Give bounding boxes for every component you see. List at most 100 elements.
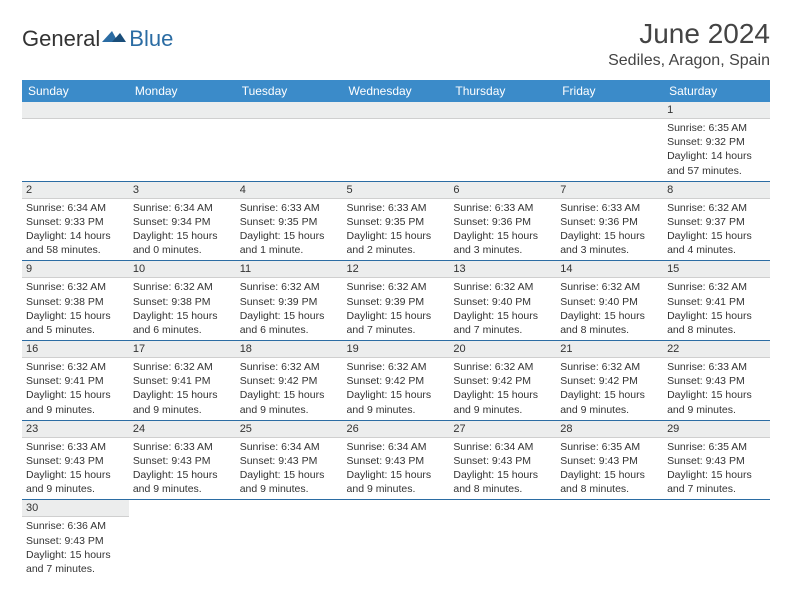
- sunset-text: Sunset: 9:42 PM: [453, 374, 552, 388]
- sunrise-text: Sunrise: 6:32 AM: [453, 360, 552, 374]
- day-number: 20: [449, 341, 556, 358]
- logo-text-2: Blue: [129, 26, 173, 52]
- calendar-cell: 21 Sunrise: 6:32 AMSunset: 9:42 PMDayligh…: [556, 341, 663, 421]
- day-header: Tuesday: [236, 80, 343, 102]
- daylight-text: Daylight: 15 hours and 7 minutes.: [26, 548, 125, 576]
- logo: General Blue: [22, 26, 173, 52]
- sunrise-text: Sunrise: 6:32 AM: [667, 280, 766, 294]
- daylight-text: Daylight: 15 hours and 3 minutes.: [560, 229, 659, 257]
- day-number: 7: [556, 182, 663, 199]
- day-details: Sunrise: 6:32 AMSunset: 9:38 PMDaylight:…: [129, 278, 236, 340]
- day-details: Sunrise: 6:32 AMSunset: 9:40 PMDaylight:…: [556, 278, 663, 340]
- sunrise-text: Sunrise: 6:34 AM: [133, 201, 232, 215]
- daylight-text: Daylight: 15 hours and 9 minutes.: [26, 388, 125, 416]
- calendar-cell: 17Sunrise: 6:32 AMSunset: 9:41 PMDayligh…: [129, 341, 236, 421]
- daylight-text: Daylight: 15 hours and 9 minutes.: [560, 388, 659, 416]
- day-details: Sunrise: 6:34 AMSunset: 9:43 PMDaylight:…: [449, 438, 556, 500]
- daylight-text: Daylight: 15 hours and 7 minutes.: [667, 468, 766, 496]
- calendar-cell: [129, 500, 236, 579]
- day-details: Sunrise: 6:33 AMSunset: 9:43 PMDaylight:…: [22, 438, 129, 500]
- day-header: Friday: [556, 80, 663, 102]
- day-number: 21: [556, 341, 663, 358]
- empty-day-head: [129, 102, 236, 119]
- sunset-text: Sunset: 9:35 PM: [240, 215, 339, 229]
- sunset-text: Sunset: 9:40 PM: [560, 295, 659, 309]
- day-number: 3: [129, 182, 236, 199]
- calendar-cell: 16Sunrise: 6:32 AMSunset: 9:41 PMDayligh…: [22, 341, 129, 421]
- sunset-text: Sunset: 9:43 PM: [667, 374, 766, 388]
- calendar-cell: 7 Sunrise: 6:33 AMSunset: 9:36 PMDaylight…: [556, 181, 663, 261]
- sunrise-text: Sunrise: 6:32 AM: [26, 360, 125, 374]
- day-details: Sunrise: 6:32 AMSunset: 9:41 PMDaylight:…: [129, 358, 236, 420]
- day-details: Sunrise: 6:34 AMSunset: 9:33 PMDaylight:…: [22, 199, 129, 261]
- calendar-cell: [129, 102, 236, 181]
- sunset-text: Sunset: 9:42 PM: [560, 374, 659, 388]
- sunset-text: Sunset: 9:36 PM: [560, 215, 659, 229]
- day-number: 8: [663, 182, 770, 199]
- sunset-text: Sunset: 9:43 PM: [240, 454, 339, 468]
- sunset-text: Sunset: 9:42 PM: [347, 374, 446, 388]
- sunrise-text: Sunrise: 6:33 AM: [560, 201, 659, 215]
- sunset-text: Sunset: 9:41 PM: [133, 374, 232, 388]
- calendar-cell: 3Sunrise: 6:34 AMSunset: 9:34 PMDaylight…: [129, 181, 236, 261]
- day-number: 25: [236, 421, 343, 438]
- sunset-text: Sunset: 9:38 PM: [133, 295, 232, 309]
- day-details: Sunrise: 6:32 AMSunset: 9:42 PMDaylight:…: [449, 358, 556, 420]
- sunrise-text: Sunrise: 6:32 AM: [560, 360, 659, 374]
- flag-icon: [102, 26, 128, 52]
- day-number: 15: [663, 261, 770, 278]
- calendar-cell: [663, 500, 770, 579]
- calendar-cell: 6Sunrise: 6:33 AMSunset: 9:36 PMDaylight…: [449, 181, 556, 261]
- daylight-text: Daylight: 15 hours and 6 minutes.: [240, 309, 339, 337]
- calendar-table: SundayMondayTuesdayWednesdayThursdayFrid…: [22, 80, 770, 579]
- empty-day-head: [556, 102, 663, 119]
- daylight-text: Daylight: 14 hours and 58 minutes.: [26, 229, 125, 257]
- calendar-cell: 13Sunrise: 6:32 AMSunset: 9:40 PMDayligh…: [449, 261, 556, 341]
- sunrise-text: Sunrise: 6:32 AM: [667, 201, 766, 215]
- calendar-cell: 15Sunrise: 6:32 AMSunset: 9:41 PMDayligh…: [663, 261, 770, 341]
- day-details: Sunrise: 6:32 AMSunset: 9:41 PMDaylight:…: [22, 358, 129, 420]
- sunrise-text: Sunrise: 6:33 AM: [26, 440, 125, 454]
- calendar-cell: 4Sunrise: 6:33 AMSunset: 9:35 PMDaylight…: [236, 181, 343, 261]
- day-header-row: SundayMondayTuesdayWednesdayThursdayFrid…: [22, 80, 770, 102]
- sunset-text: Sunset: 9:43 PM: [26, 534, 125, 548]
- location: Sediles, Aragon, Spain: [608, 52, 770, 70]
- daylight-text: Daylight: 15 hours and 8 minutes.: [560, 309, 659, 337]
- calendar-week: 23Sunrise: 6:33 AMSunset: 9:43 PMDayligh…: [22, 420, 770, 500]
- calendar-cell: 23Sunrise: 6:33 AMSunset: 9:43 PMDayligh…: [22, 420, 129, 500]
- day-number: 11: [236, 261, 343, 278]
- sunrise-text: Sunrise: 6:34 AM: [347, 440, 446, 454]
- day-details: Sunrise: 6:34 AMSunset: 9:43 PMDaylight:…: [236, 438, 343, 500]
- day-number: 10: [129, 261, 236, 278]
- sunset-text: Sunset: 9:43 PM: [667, 454, 766, 468]
- day-number: 5: [343, 182, 450, 199]
- sunrise-text: Sunrise: 6:33 AM: [453, 201, 552, 215]
- calendar-week: 2Sunrise: 6:34 AMSunset: 9:33 PMDaylight…: [22, 181, 770, 261]
- calendar-cell: 19Sunrise: 6:32 AMSunset: 9:42 PMDayligh…: [343, 341, 450, 421]
- empty-day-head: [236, 102, 343, 119]
- sunrise-text: Sunrise: 6:32 AM: [453, 280, 552, 294]
- sunrise-text: Sunrise: 6:33 AM: [667, 360, 766, 374]
- day-number: 14: [556, 261, 663, 278]
- daylight-text: Daylight: 15 hours and 8 minutes.: [453, 468, 552, 496]
- sunset-text: Sunset: 9:35 PM: [347, 215, 446, 229]
- calendar-cell: 8Sunrise: 6:32 AMSunset: 9:37 PMDaylight…: [663, 181, 770, 261]
- day-details: Sunrise: 6:34 AMSunset: 9:43 PMDaylight:…: [343, 438, 450, 500]
- calendar-cell: 25Sunrise: 6:34 AMSunset: 9:43 PMDayligh…: [236, 420, 343, 500]
- day-details: Sunrise: 6:33 AMSunset: 9:43 PMDaylight:…: [129, 438, 236, 500]
- sunset-text: Sunset: 9:43 PM: [26, 454, 125, 468]
- daylight-text: Daylight: 15 hours and 9 minutes.: [133, 468, 232, 496]
- day-header: Thursday: [449, 80, 556, 102]
- calendar-week: 1Sunrise: 6:35 AMSunset: 9:32 PMDaylight…: [22, 102, 770, 181]
- day-header: Sunday: [22, 80, 129, 102]
- calendar-cell: 24Sunrise: 6:33 AMSunset: 9:43 PMDayligh…: [129, 420, 236, 500]
- day-header: Monday: [129, 80, 236, 102]
- header: General Blue June 2024 Sediles, Aragon, …: [22, 18, 770, 70]
- sunset-text: Sunset: 9:38 PM: [26, 295, 125, 309]
- sunset-text: Sunset: 9:37 PM: [667, 215, 766, 229]
- daylight-text: Daylight: 15 hours and 2 minutes.: [347, 229, 446, 257]
- day-details: Sunrise: 6:33 AMSunset: 9:35 PMDaylight:…: [343, 199, 450, 261]
- day-number: 4: [236, 182, 343, 199]
- daylight-text: Daylight: 15 hours and 9 minutes.: [240, 468, 339, 496]
- sunset-text: Sunset: 9:33 PM: [26, 215, 125, 229]
